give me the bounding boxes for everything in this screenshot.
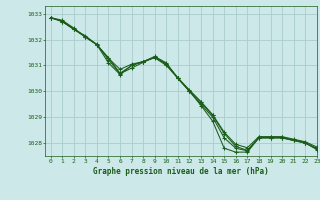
X-axis label: Graphe pression niveau de la mer (hPa): Graphe pression niveau de la mer (hPa) — [93, 167, 269, 176]
